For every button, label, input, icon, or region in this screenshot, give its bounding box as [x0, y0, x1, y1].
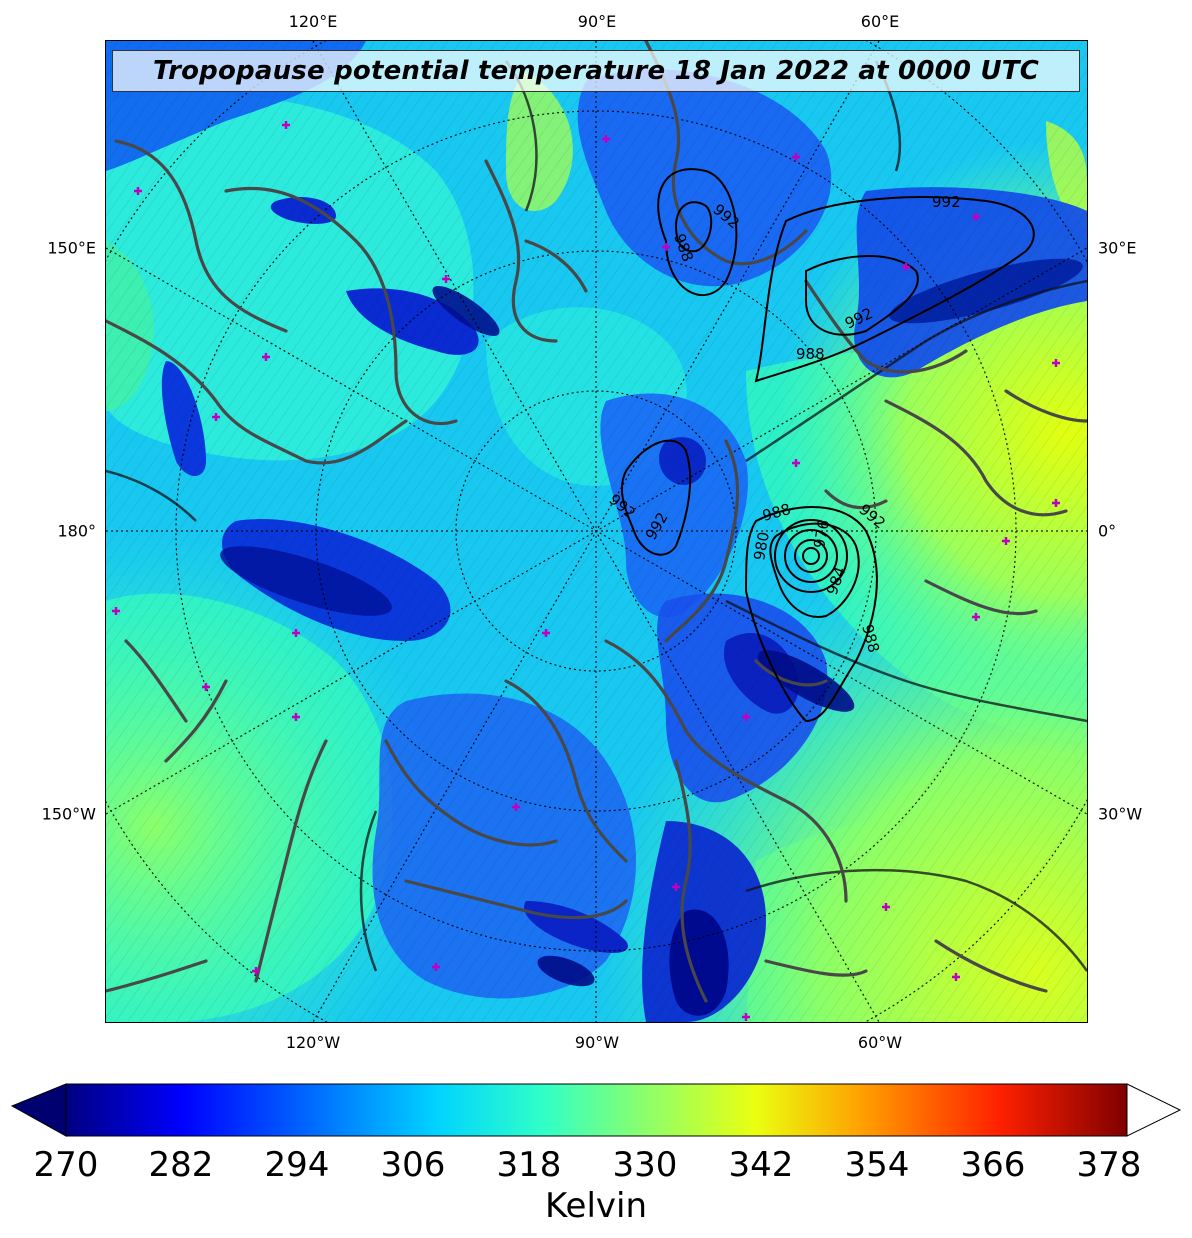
lon-label-top: 60°E — [860, 12, 900, 31]
lon-label-bottom: 60°W — [857, 1033, 903, 1052]
colorbar-tick: 318 — [496, 1145, 562, 1185]
colorbar-tick: 270 — [33, 1145, 99, 1185]
colorbar-tick: 282 — [148, 1145, 214, 1185]
isobar-label: 988 — [796, 345, 825, 363]
colorbar-extend-high — [1126, 1083, 1182, 1137]
isobar-label: 976 — [810, 518, 833, 549]
colorbar-ramp — [65, 1083, 1128, 1137]
tropopause-theta-map: 992 988 992 992 988 992 992 988 980 976 … — [106, 41, 1087, 1022]
lon-label-left: 150°E — [47, 238, 96, 258]
colorbar-tick: 342 — [728, 1145, 794, 1185]
lon-label-left: 180° — [57, 521, 96, 541]
lon-label-right: 30°W — [1098, 804, 1143, 824]
lon-label-bottom: 120°W — [285, 1033, 341, 1052]
colorbar-tick: 354 — [844, 1145, 910, 1185]
map-panel: 992 988 992 992 988 992 992 988 980 976 … — [105, 40, 1088, 1023]
colorbar-tick: 330 — [612, 1145, 678, 1185]
colorbar — [10, 1083, 1182, 1137]
colorbar-unit-label: Kelvin — [544, 1186, 648, 1226]
isobar-label: 980 — [750, 530, 773, 561]
lon-label-top: 120°E — [288, 12, 338, 31]
lon-label-bottom: 90°W — [574, 1033, 620, 1052]
lon-label-right: 30°E — [1098, 238, 1137, 258]
colorbar-tick: 306 — [380, 1145, 446, 1185]
lon-label-right: 0° — [1098, 521, 1117, 541]
isobar-label: 992 — [932, 193, 961, 211]
lon-label-left: 150°W — [41, 804, 96, 824]
colorbar-extend-low — [10, 1083, 67, 1137]
colorbar-tick: 294 — [264, 1145, 330, 1185]
colorbar-tick: 366 — [960, 1145, 1026, 1185]
lon-label-top: 90°E — [577, 12, 617, 31]
map-title: Tropopause potential temperature 18 Jan … — [153, 56, 1039, 86]
map-title-box: Tropopause potential temperature 18 Jan … — [112, 50, 1080, 92]
colorbar-tick: 378 — [1076, 1145, 1142, 1185]
